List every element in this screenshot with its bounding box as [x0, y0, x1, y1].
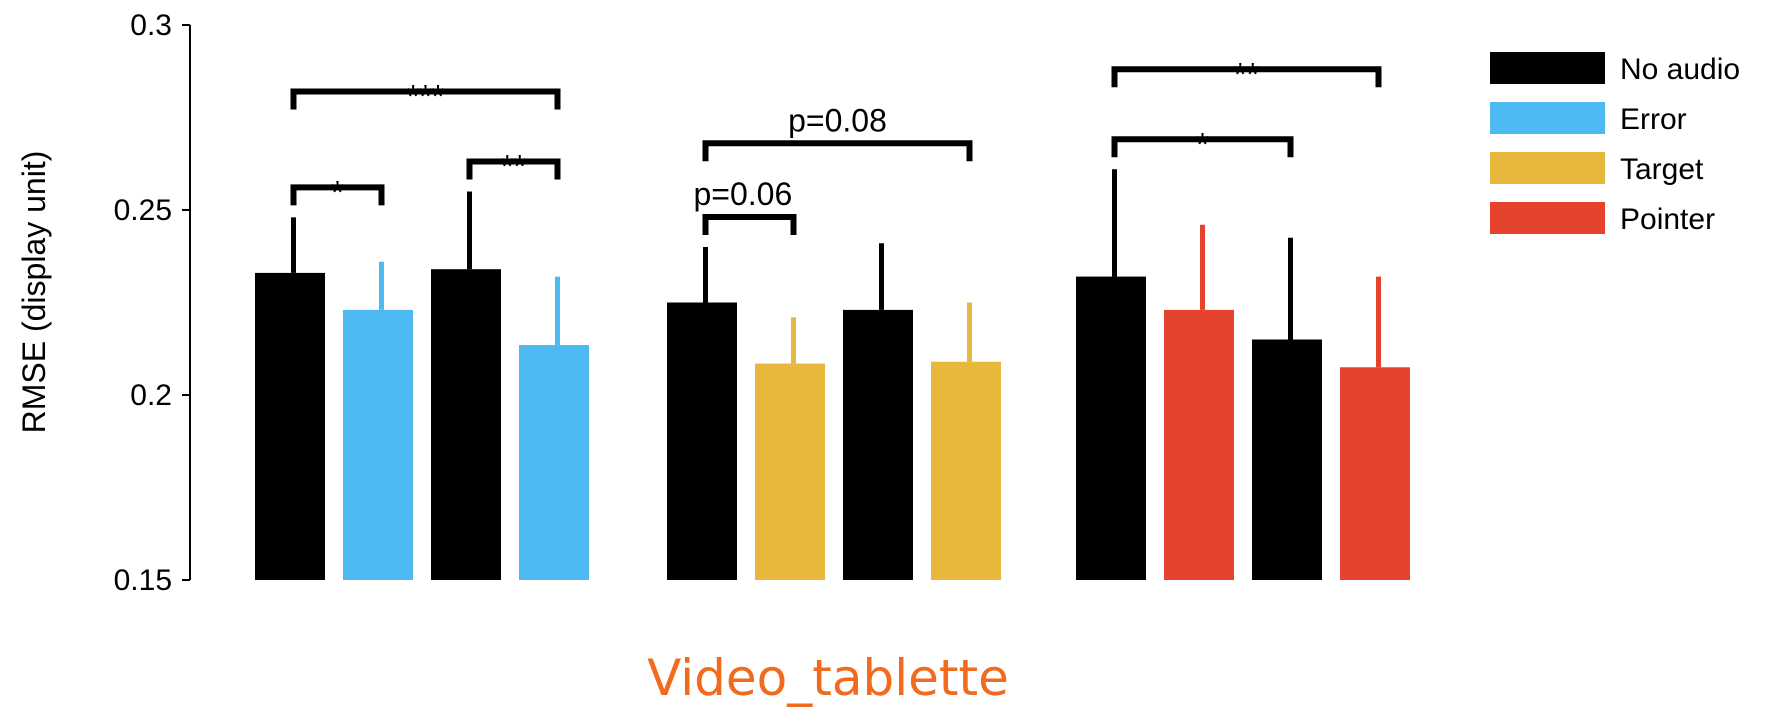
bar: [519, 345, 589, 580]
bar: [1164, 309, 1234, 580]
x-axis-title: Video_tablette: [647, 649, 1009, 707]
significance-bracket: [702, 140, 973, 162]
bar: [255, 272, 325, 580]
legend-label: Error: [1620, 103, 1687, 136]
y-tick-label: 0.15: [114, 564, 172, 597]
legend-swatch: [1490, 52, 1605, 84]
legend-label: Target: [1620, 153, 1704, 186]
significance-label: p=0.06: [694, 176, 793, 212]
significance-bracket: [466, 158, 561, 180]
significance-label: *: [331, 174, 343, 210]
legend: No audio Error Target Pointer: [1490, 52, 1740, 236]
bar: [343, 309, 413, 580]
significance-label: **: [501, 149, 526, 185]
bar: [1076, 276, 1146, 580]
significance-label: p=0.08: [788, 102, 887, 138]
y-axis: 0.15 0.2 0.25 0.3: [114, 9, 191, 597]
significance-bracket: [290, 184, 385, 206]
legend-label: Pointer: [1620, 203, 1715, 236]
y-tick-label: 0.25: [114, 194, 172, 227]
significance-brackets: ******p=0.06p=0.08***: [290, 56, 1382, 235]
y-tick-label: 0.2: [130, 379, 172, 412]
bar: [755, 363, 825, 580]
significance-label: **: [1234, 56, 1259, 92]
bar: [931, 361, 1001, 580]
significance-bracket: [1111, 66, 1382, 88]
significance-bracket: [290, 88, 561, 110]
bar: [667, 302, 737, 580]
significance-bracket: [1111, 136, 1294, 158]
significance-label: *: [1196, 126, 1208, 162]
significance-label: ***: [407, 79, 444, 115]
bars: [255, 169, 1410, 580]
y-axis-title: RMSE (display unit): [16, 151, 52, 434]
bar: [843, 309, 913, 580]
bar: [1252, 339, 1322, 580]
bar: [1340, 367, 1410, 580]
significance-bracket: [702, 214, 797, 235]
legend-swatch: [1490, 152, 1605, 184]
legend-swatch: [1490, 102, 1605, 134]
y-tick-label: 0.3: [130, 9, 172, 42]
legend-swatch: [1490, 202, 1605, 234]
legend-label: No audio: [1620, 53, 1740, 86]
bar: [431, 269, 501, 580]
